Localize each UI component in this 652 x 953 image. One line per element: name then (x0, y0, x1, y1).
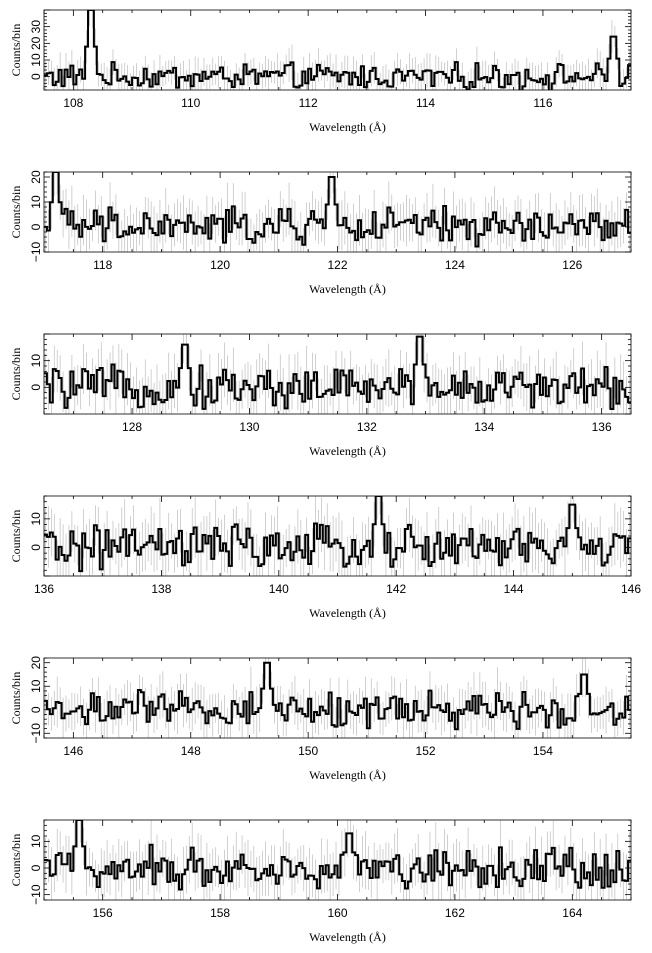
x-tick-label: 130 (239, 420, 259, 434)
spectrum-series-5 (44, 658, 631, 738)
x-tick-label: 162 (445, 906, 465, 920)
spectrum-series-1 (44, 10, 631, 90)
y-tick-label: 20 (29, 656, 43, 670)
x-tick-label: 136 (34, 582, 54, 596)
x-tick-label: 120 (210, 258, 230, 272)
y-tick-label: −10 (29, 884, 43, 905)
plot-frame (43, 819, 632, 901)
x-axis-label: Wavelength (Å) (309, 120, 386, 134)
x-tick-label: 146 (621, 582, 641, 596)
histogram-step-line (44, 335, 631, 410)
y-axis-label: Counts/bin (9, 186, 23, 239)
y-axis-label: Counts/bin (9, 348, 23, 401)
y-tick-label: 0 (29, 384, 43, 391)
x-tick-label: 164 (562, 906, 582, 920)
x-tick-label: 150 (298, 744, 318, 758)
y-tick-label: 30 (29, 20, 43, 34)
x-tick-label: 160 (327, 906, 347, 920)
x-tick-label: 140 (269, 582, 289, 596)
x-tick-label: 126 (562, 258, 582, 272)
y-tick-label: −10 (29, 723, 43, 744)
y-tick-label: −10 (29, 241, 43, 262)
x-axis-label: Wavelength (Å) (309, 930, 386, 944)
y-tick-label: 10 (29, 195, 43, 209)
spectrum-series-4 (44, 496, 631, 576)
x-tick-label: 112 (299, 96, 318, 110)
x-tick-label: 144 (504, 582, 524, 596)
y-tick-label: 10 (29, 679, 43, 693)
y-tick-label: 10 (29, 512, 43, 526)
histogram-step-line (44, 10, 631, 90)
spectrum-series-6 (44, 820, 631, 900)
x-tick-label: 124 (445, 258, 465, 272)
y-axis-label: Counts/bin (9, 672, 23, 725)
histogram-step-line (44, 661, 631, 731)
x-tick-label: 148 (181, 744, 201, 758)
y-axis-label: Counts/bin (9, 834, 23, 887)
x-tick-label: 154 (533, 744, 553, 758)
x-tick-label: 110 (181, 96, 200, 110)
y-axis-label: Counts/bin (9, 24, 23, 77)
x-axis-label: Wavelength (Å) (309, 606, 386, 620)
x-tick-label: 132 (357, 420, 377, 434)
x-tick-label: 134 (474, 420, 494, 434)
x-axis-label: Wavelength (Å) (309, 768, 386, 782)
chart-panel-3: 128 130 132 134 136 0 10 Wavelength (Å) Counts/b… (9, 333, 632, 458)
x-tick-label: 138 (151, 582, 171, 596)
y-tick-label: 20 (29, 36, 43, 50)
x-tick-label: 108 (63, 96, 83, 110)
x-tick-label: 158 (210, 906, 230, 920)
y-tick-label: 0 (29, 864, 43, 871)
x-tick-label: 146 (63, 744, 83, 758)
y-tick-label: 10 (29, 53, 43, 67)
histogram-step-line (44, 172, 631, 248)
y-tick-label: 0 (29, 706, 43, 713)
y-tick-label: 0 (29, 73, 43, 80)
spectrum-series-3 (44, 334, 631, 414)
x-axis-label: Wavelength (Å) (309, 444, 386, 458)
x-tick-label: 118 (93, 258, 112, 272)
y-tick-label: 0 (29, 223, 43, 230)
x-tick-label: 142 (386, 582, 406, 596)
chart-panel-1: 108 110 112 114 116 0 10 20 30 Wavelength (Å) Coun… (9, 9, 632, 134)
x-tick-label: 136 (592, 420, 612, 434)
x-axis-label: Wavelength (Å) (309, 282, 386, 296)
y-tick-label: 0 (29, 544, 43, 551)
x-tick-label: 156 (93, 906, 113, 920)
histogram-step-line (44, 496, 631, 573)
spectrum-series-2 (44, 172, 631, 252)
x-tick-label: 128 (122, 420, 142, 434)
y-tick-label: 10 (29, 834, 43, 848)
x-tick-label: 122 (327, 258, 347, 272)
x-tick-label: 116 (533, 96, 552, 110)
x-tick-label: 152 (416, 744, 436, 758)
histogram-step-line (44, 820, 631, 891)
chart-panel-5: 146 148 150 152 154 −10 0 10 20 Wavelength (Å) Cou… (9, 656, 632, 782)
chart-panel-6: 156 158 160 162 164 −10 0 10 Wavelength (Å) Count… (9, 819, 632, 944)
chart-panel-4: 136 138 140 142 144 146 0 10 Wavelength (Å) Count… (9, 495, 641, 620)
y-axis-label: Counts/bin (9, 510, 23, 563)
y-tick-label: 10 (29, 354, 43, 368)
y-tick-label: 20 (29, 170, 43, 184)
x-tick-label: 114 (416, 96, 435, 110)
chart-panel-2: 118 120 122 124 126 −10 0 10 20 Wavelength (Å) Cou… (9, 170, 632, 296)
